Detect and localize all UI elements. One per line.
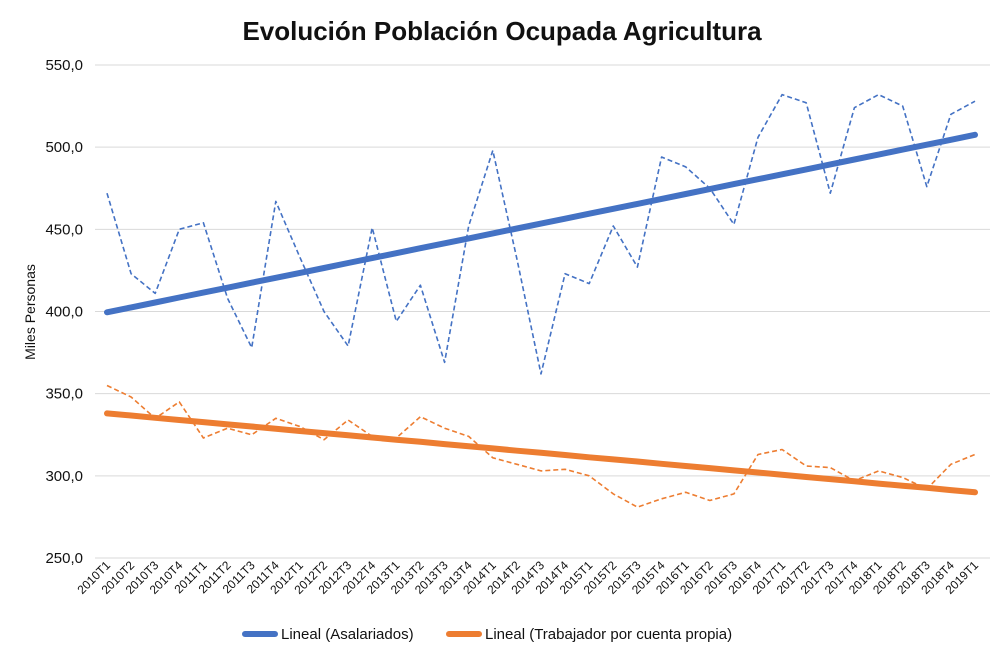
y-tick-label: 500,0 — [45, 139, 83, 156]
series-line-blue-dashed — [106, 93, 976, 375]
trendline-cuenta-propia — [104, 410, 978, 496]
legend: Lineal (Asalariados) Lineal (Trabajador p… — [242, 626, 732, 643]
y-axis-label: Miles Personas — [22, 264, 38, 360]
y-tick-label: 350,0 — [45, 386, 83, 403]
y-tick-labels: 250,0 300,0 350,0 400,0 450,0 500,0 550,0 — [45, 57, 83, 567]
y-tick-label: 550,0 — [45, 57, 83, 74]
y-tick-label: 300,0 — [45, 468, 83, 485]
trendline-asalariados — [104, 131, 978, 316]
gridlines — [95, 64, 990, 559]
y-tick-label: 450,0 — [45, 221, 83, 238]
chart-title: Evolución Población Ocupada Agricultura — [242, 16, 762, 46]
y-tick-label: 400,0 — [45, 304, 83, 321]
y-tick-label: 250,0 — [45, 550, 83, 567]
legend-label: Lineal (Trabajador por cuenta propia) — [485, 626, 732, 643]
legend-label: Lineal (Asalariados) — [281, 626, 414, 643]
series-line-orange-dashed — [106, 384, 976, 508]
series-lines — [104, 93, 978, 508]
